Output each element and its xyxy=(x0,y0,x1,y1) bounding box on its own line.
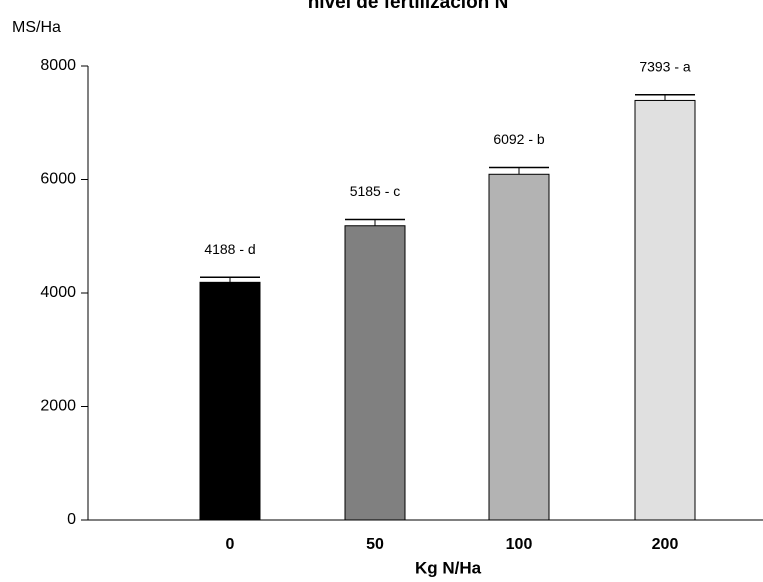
x-tick-label: 0 xyxy=(226,536,235,553)
x-axis-label: Kg N/Ha xyxy=(415,558,482,577)
bar xyxy=(344,225,406,521)
value-label: 4188 - d xyxy=(204,241,255,257)
x-tick-label: 100 xyxy=(506,536,533,553)
x-tick-label: 200 xyxy=(652,536,679,553)
y-tick-label: 6000 xyxy=(40,171,76,188)
y-tick-label: 0 xyxy=(67,511,76,528)
y-tick-label: 4000 xyxy=(40,284,76,301)
bar xyxy=(634,99,696,521)
x-tick-label: 50 xyxy=(366,536,384,553)
bar xyxy=(199,281,261,521)
y-axis-label: MS/Ha xyxy=(12,19,61,36)
y-tick-label: 2000 xyxy=(40,398,76,415)
value-label: 7393 - a xyxy=(639,58,691,74)
y-tick-label: 8000 xyxy=(40,57,76,74)
chart-title: nivel de fertilización N xyxy=(308,0,509,13)
bar xyxy=(488,173,550,521)
value-label: 6092 - b xyxy=(493,131,545,147)
value-label: 5185 - c xyxy=(350,183,401,199)
